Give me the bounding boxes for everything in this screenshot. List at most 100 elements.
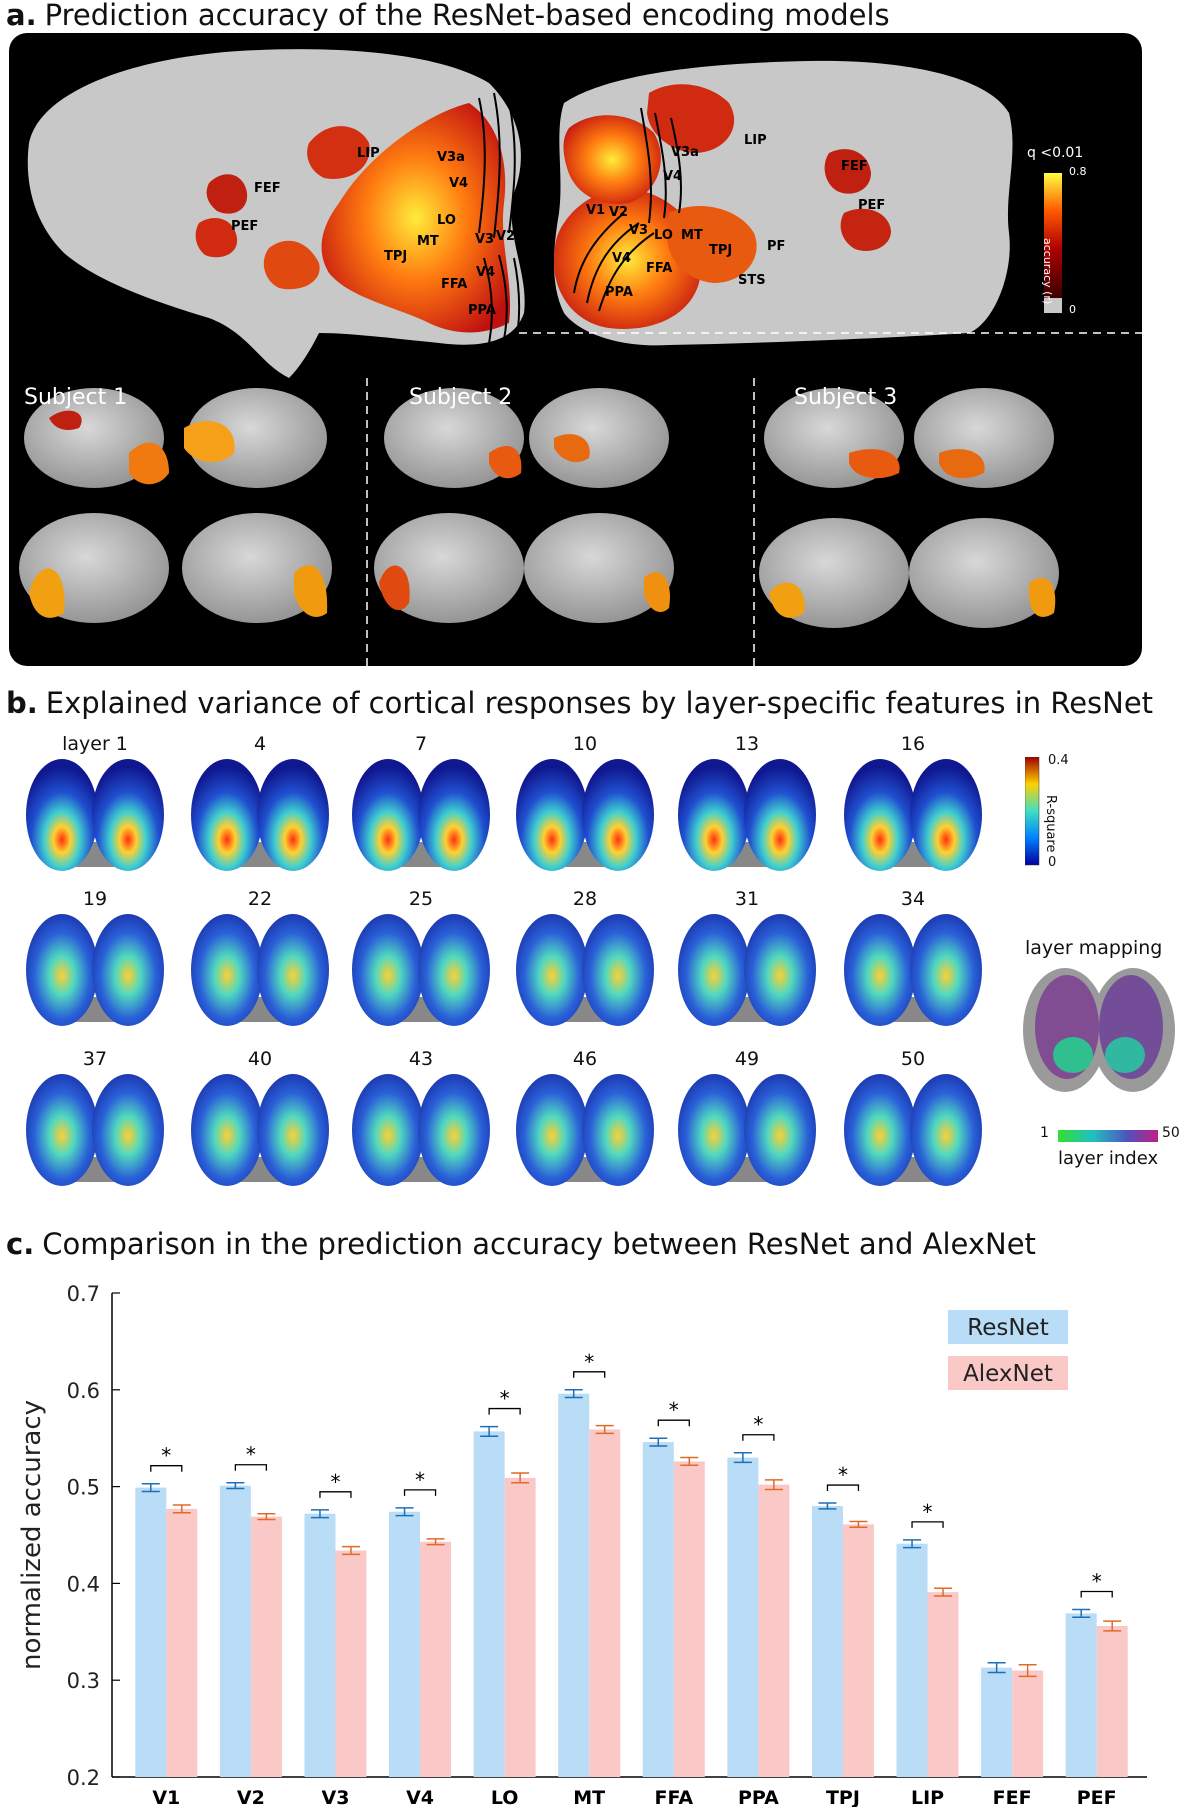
brain-rendering: [191, 914, 329, 1026]
left-activation-early-visual: [321, 103, 511, 333]
significance-bracket: [826, 1484, 860, 1492]
x-category-label: FFA: [655, 1787, 694, 1807]
roi-label: FFA: [441, 277, 468, 292]
layer-label: 49: [734, 1048, 760, 1070]
layer-brain-map: 43: [346, 1048, 496, 1200]
layer-label: 16: [900, 733, 926, 755]
roi-label: PPA: [605, 285, 633, 300]
left-activation-pef: [195, 218, 238, 258]
layer-brain-map: 16: [838, 733, 988, 885]
legend-label-resnet: ResNet: [967, 1315, 1048, 1341]
significance-star: *: [246, 1443, 256, 1467]
x-category-label: MT: [573, 1787, 605, 1807]
layer-index-min: 1: [1040, 1125, 1049, 1141]
significance-bracket: [657, 1419, 690, 1427]
y-tick-label: 0.7: [67, 1282, 100, 1306]
layer-index-max: 50: [1162, 1125, 1180, 1141]
bar-resnet: [981, 1667, 1013, 1777]
y-tick-label: 0.6: [67, 1379, 100, 1403]
bar-resnet: [558, 1393, 590, 1777]
significance-star: *: [584, 1350, 594, 1374]
roi-label: V2: [609, 205, 629, 220]
brain-rendering: [352, 914, 490, 1026]
legend-swatch-resnet: [948, 1310, 1068, 1344]
colorbar-min: 0: [1069, 303, 1076, 316]
right-activation-lip: [647, 84, 735, 153]
bar-resnet: [304, 1513, 336, 1777]
y-tick-label: 0.5: [67, 1476, 100, 1500]
panel-b-title: Explained variance of cortical responses…: [45, 686, 1154, 720]
layer-label: 10: [572, 733, 598, 755]
roi-label: V3: [629, 223, 649, 238]
layer-label: 4: [253, 733, 267, 755]
roi-boundaries: [478, 92, 682, 354]
layer-label: 40: [247, 1048, 273, 1070]
brain-rendering: [844, 914, 982, 1026]
brain-rendering: [844, 759, 982, 871]
layer-brain-map: 25: [346, 888, 496, 1040]
layer-brain-map: 7: [346, 733, 496, 885]
significance-bracket: [234, 1464, 268, 1471]
roi-label: LO: [437, 213, 456, 228]
significance-bracket: [403, 1489, 437, 1496]
x-category-label: PEF: [1077, 1787, 1117, 1807]
brain-rendering: [516, 914, 654, 1026]
roi-label: FFA: [646, 261, 673, 276]
roi-label: PEF: [858, 198, 886, 213]
roi-label: V3: [475, 232, 495, 247]
bar-alexnet: [927, 1592, 959, 1777]
x-category-label: TPJ: [826, 1787, 860, 1807]
x-category-label: V3: [321, 1787, 349, 1807]
significance-bracket: [319, 1491, 352, 1498]
layer-brain-map: 13: [672, 733, 822, 885]
significance-star: *: [500, 1387, 510, 1411]
bar-alexnet: [589, 1429, 621, 1777]
bar-resnet: [473, 1431, 505, 1777]
bar-resnet: [389, 1511, 421, 1777]
brain-rendering: [191, 1074, 329, 1186]
layer-brain-map: 40: [185, 1048, 335, 1200]
brain-rendering: [352, 759, 490, 871]
roi-label: V1: [586, 203, 606, 218]
roi-label: V4: [476, 265, 496, 280]
roi-label: V4: [663, 169, 683, 184]
brain-rendering: [26, 1074, 164, 1186]
bar-alexnet: [1012, 1670, 1044, 1777]
rsquare-title: R-square: [1043, 795, 1058, 853]
layer-brain-map: 49: [672, 1048, 822, 1200]
layer-brain-map: layer 1: [20, 733, 170, 885]
layer-brain-map: 4: [185, 733, 335, 885]
brain-rendering: [26, 914, 164, 1026]
significance-star: *: [330, 1470, 340, 1494]
x-category-label: PPA: [738, 1787, 779, 1807]
panel-b-heading: b. Explained variance of cortical respons…: [6, 686, 1153, 720]
layer-brain-map: 37: [20, 1048, 170, 1200]
roi-label: MT: [681, 228, 703, 243]
bar-alexnet: [1096, 1625, 1128, 1777]
significance-bracket: [150, 1465, 183, 1472]
layer-label: 28: [572, 888, 598, 910]
right-activation-early-visual: [554, 189, 702, 329]
layer-label: 31: [734, 888, 760, 910]
legend-swatch-alexnet: [948, 1356, 1068, 1390]
panel-a-letter: a.: [6, 0, 37, 32]
roi-label: MT: [417, 234, 439, 249]
layer-label: layer 1: [62, 733, 128, 755]
roi-label: V2: [496, 229, 516, 244]
left-activation-fef: [206, 174, 248, 214]
left-activation-lip: [307, 126, 370, 179]
significance-star: *: [669, 1398, 679, 1422]
y-axis-label: normalized accuracy: [17, 1400, 47, 1670]
roi-label: V3a: [671, 145, 699, 160]
bar-alexnet: [842, 1524, 874, 1777]
roi-label: PEF: [231, 219, 259, 234]
panel-c-figure: 0.2 0.3 0.4 0.5 0.6 0.7 normalized accuracy * V1…: [0, 1230, 1200, 1809]
brain-rendering: [26, 759, 164, 871]
accuracy-colorbar: [1044, 173, 1062, 298]
roi-label: LIP: [744, 133, 767, 148]
subject-brains: [19, 388, 1059, 628]
layer-label: 43: [408, 1048, 434, 1070]
layer-brain-map: 34: [838, 888, 988, 1040]
subject-2-brains: [374, 388, 674, 623]
flatmap-svg: [19, 49, 1142, 666]
